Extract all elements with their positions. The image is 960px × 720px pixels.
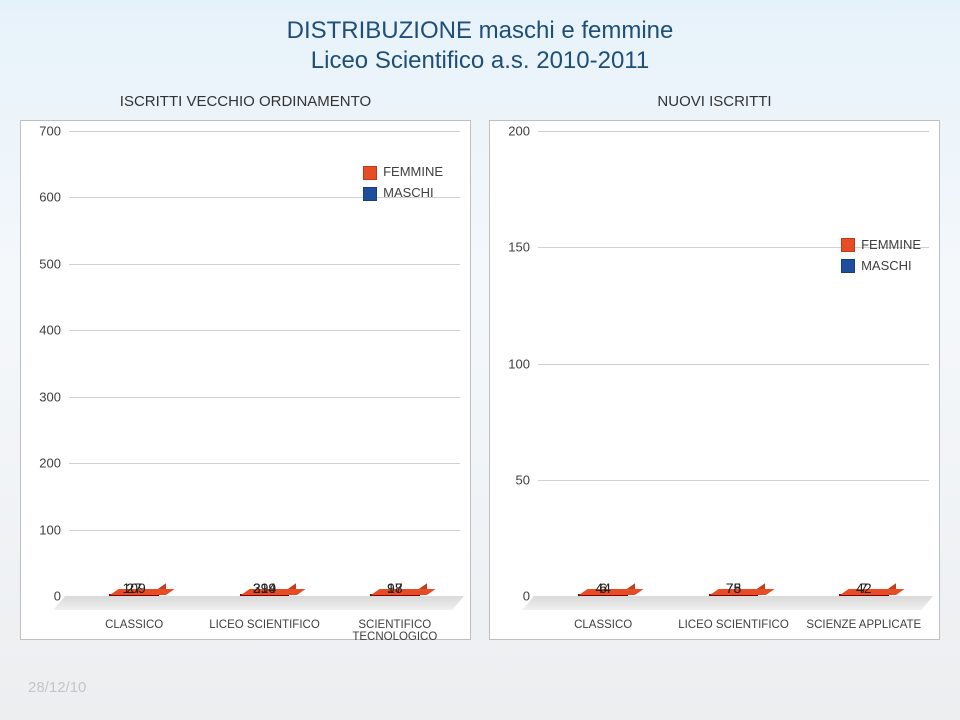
charts-row: ISCRITTI VECCHIO ORDINAMENTO 01002003004… (20, 120, 940, 640)
footer-date: 28/12/10 (28, 679, 86, 696)
page-root: DISTRIBUZIONE maschi e femmine Liceo Sci… (0, 0, 960, 720)
data-label-femmine: 44 (578, 580, 628, 596)
chart-right-legend: FEMMINEMASCHI (841, 235, 921, 277)
category-label: SCIENTIFICO TECNOLOGICO (330, 601, 460, 639)
grid-line (69, 330, 460, 331)
title-line-2: Liceo Scientifico a.s. 2010-2011 (0, 46, 960, 76)
legend-label-maschi: MASCHI (383, 183, 434, 204)
title-line-1: DISTRIBUZIONE maschi e femmine (0, 16, 960, 46)
grid-line (69, 530, 460, 531)
y-tick-label: 300 (39, 389, 61, 404)
y-tick-label: 500 (39, 256, 61, 271)
chart-left-title: ISCRITTI VECCHIO ORDINAMENTO (21, 93, 470, 110)
category-label: SCIENZE APPLICATE (799, 601, 929, 639)
legend-row-femmine: FEMMINE (363, 162, 443, 183)
grid-line (69, 131, 460, 132)
grid-line (538, 131, 929, 132)
y-tick-label: 150 (508, 240, 530, 255)
y-tick-label: 0 (523, 589, 530, 604)
legend-swatch-maschi (363, 187, 377, 201)
legend-label-maschi: MASCHI (861, 256, 912, 277)
category-label: CLASSICO (69, 601, 199, 639)
chart-left-legend: FEMMINEMASCHI (363, 162, 443, 204)
y-tick-label: 50 (516, 472, 530, 487)
legend-label-femmine: FEMMINE (861, 235, 921, 256)
legend-row-maschi: MASCHI (363, 183, 443, 204)
category-label: LICEO SCIENTIFICO (668, 601, 798, 639)
y-tick-label: 700 (39, 124, 61, 139)
y-tick-label: 0 (54, 589, 61, 604)
y-tick-label: 100 (39, 522, 61, 537)
legend-swatch-femmine (363, 166, 377, 180)
legend-row-maschi: MASCHI (841, 256, 921, 277)
title-block: DISTRIBUZIONE maschi e femmine Liceo Sci… (0, 0, 960, 76)
legend-swatch-femmine (841, 238, 855, 252)
category-label: CLASSICO (538, 601, 668, 639)
chart-left-panel: ISCRITTI VECCHIO ORDINAMENTO 01002003004… (20, 120, 471, 640)
grid-line (69, 463, 460, 464)
y-tick-label: 200 (39, 456, 61, 471)
category-label: LICEO SCIENTIFICO (199, 601, 329, 639)
legend-swatch-maschi (841, 259, 855, 273)
chart-right-plot: 0501001502006447875427 (538, 131, 929, 597)
data-label-femmine: 75 (709, 580, 759, 596)
data-label-femmine: 18 (370, 580, 420, 596)
chart-right-panel: NUOVI ISCRITTI 0501001502006447875427 CL… (489, 120, 940, 640)
grid-line (538, 364, 929, 365)
data-label-femmine: 109 (109, 580, 159, 596)
grid-line (538, 480, 929, 481)
y-tick-label: 100 (508, 356, 530, 371)
legend-label-femmine: FEMMINE (383, 162, 443, 183)
y-tick-label: 600 (39, 190, 61, 205)
y-tick-label: 400 (39, 323, 61, 338)
y-tick-label: 200 (508, 124, 530, 139)
grid-line (69, 397, 460, 398)
data-label-femmine: 7 (839, 580, 889, 596)
legend-row-femmine: FEMMINE (841, 235, 921, 256)
chart-right-title: NUOVI ISCRITTI (490, 93, 939, 110)
data-label-femmine: 314 (240, 580, 290, 596)
chart-right-categories: CLASSICOLICEO SCIENTIFICOSCIENZE APPLICA… (538, 601, 929, 639)
grid-line (69, 264, 460, 265)
chart-left-categories: CLASSICOLICEO SCIENTIFICOSCIENTIFICO TEC… (69, 601, 460, 639)
